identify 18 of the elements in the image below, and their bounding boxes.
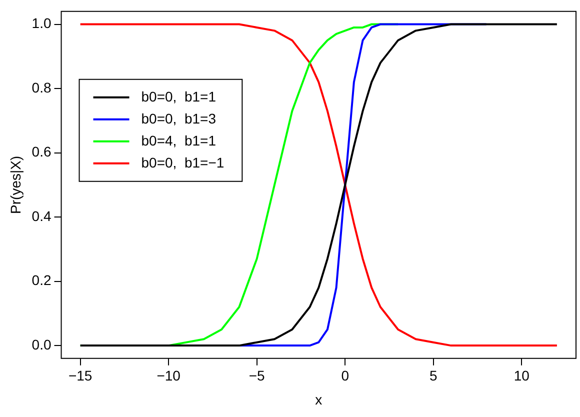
legend-label: b0=0, b1=3 [141,110,216,126]
x-tick-label: −10 [156,368,181,384]
y-axis-title: Pr(yes|X) [7,156,24,214]
y-tick-label: 0.2 [32,272,52,288]
y-tick-label: 0.6 [32,144,52,160]
legend-label: b0=4, b1=1 [141,132,216,148]
y-tick-label: 0.0 [32,336,52,352]
legend-label: b0=0, b1=1 [141,88,216,104]
y-tick-label: 0.8 [32,79,52,96]
x-tick-label: 5 [429,368,438,384]
x-tick-label: −5 [248,368,266,384]
x-tick-label: 0 [341,368,350,384]
y-tick-label: 0.4 [32,208,52,224]
legend-label: b0=0, b1=−1 [141,154,224,170]
x-tick-label: −15 [68,368,92,384]
y-tick-label: 1.0 [32,15,52,32]
x-tick-label: 10 [514,368,530,384]
x-axis-title: x [315,391,322,408]
